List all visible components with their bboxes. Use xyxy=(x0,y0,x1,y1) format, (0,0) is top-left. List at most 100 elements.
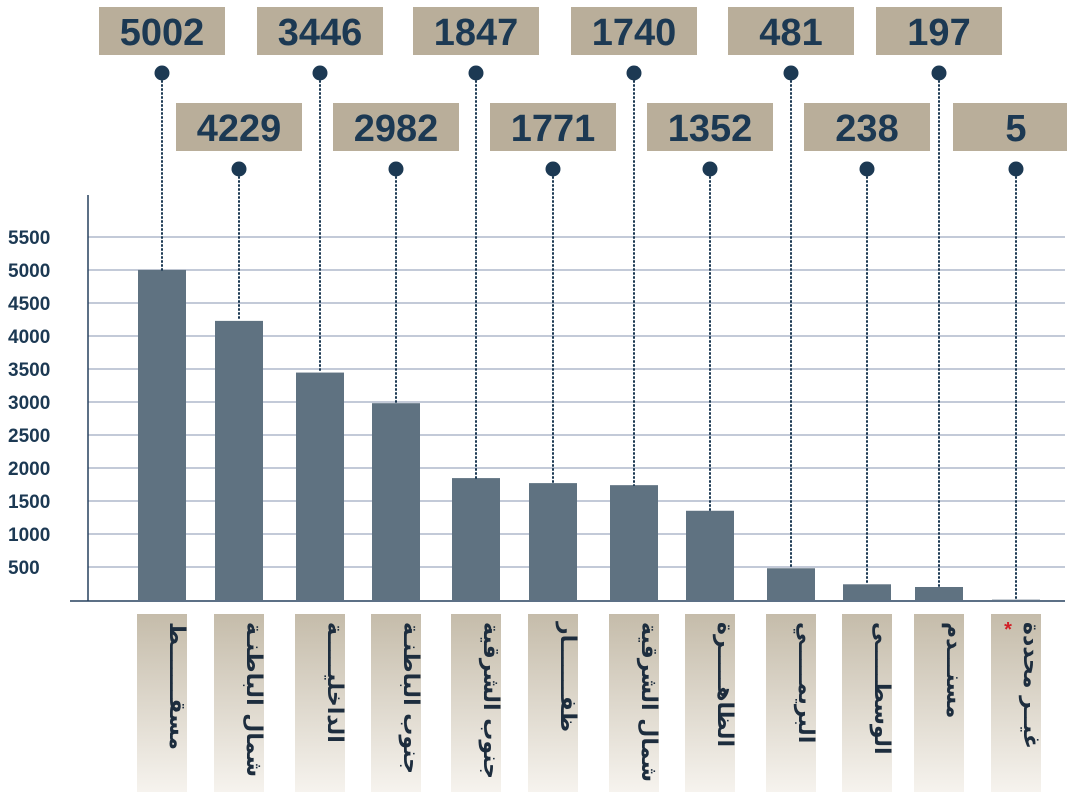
y-tick-label: 2500 xyxy=(8,426,50,447)
value-label-bg xyxy=(490,103,616,151)
y-tick-label: 5000 xyxy=(8,261,50,282)
value-label-bg xyxy=(571,7,697,55)
leader-dot xyxy=(931,65,947,81)
value-label-bg xyxy=(176,103,302,151)
leader-dot xyxy=(154,65,170,81)
value-label-box: 1352 xyxy=(647,103,773,151)
value-label-bg xyxy=(413,7,539,55)
category-label: شمال الباطنـة xyxy=(241,622,266,777)
value-label-bg xyxy=(647,103,773,151)
leader-dot xyxy=(1008,161,1024,177)
category-label: الداخليـــــة xyxy=(322,622,347,743)
value-label-box: 1740 xyxy=(571,7,697,55)
value-label-box: 5002 xyxy=(99,7,225,55)
bar xyxy=(372,403,420,600)
value-label-bg xyxy=(728,7,854,55)
bar xyxy=(767,568,815,600)
footnote-marker: * xyxy=(1004,619,1012,641)
value-label-bg xyxy=(876,7,1002,55)
y-tick-label: 4500 xyxy=(8,294,50,315)
y-tick-label: 1000 xyxy=(8,525,50,546)
value-label: 197 xyxy=(907,12,970,54)
category-panel xyxy=(371,614,421,792)
category-panel xyxy=(295,614,345,792)
category-label: ظفـــــــار xyxy=(555,621,580,732)
value-labels: 5002 4229 3446 2982 1847 1771 1740 1352 481 238 19… xyxy=(99,7,1067,151)
category-panel xyxy=(214,614,264,792)
value-label-box: 5 xyxy=(953,103,1067,151)
value-label: 4229 xyxy=(197,108,282,150)
y-tick-label: 5500 xyxy=(8,228,50,249)
y-tick-label: 500 xyxy=(8,558,40,579)
leader-dot xyxy=(626,65,642,81)
y-tick-label: 3000 xyxy=(8,393,50,414)
category-labels: مسقـــــــط شمال الباطنـة الداخليـــــة جنو… xyxy=(137,614,1043,792)
category-label: جنوب الشرقية xyxy=(478,622,503,779)
value-label-box: 3446 xyxy=(257,7,383,55)
leader-dot xyxy=(312,65,328,81)
bar xyxy=(915,586,963,600)
category-panel xyxy=(451,614,501,792)
bar xyxy=(529,483,577,600)
category-label: البريمـــــي xyxy=(793,622,818,743)
y-tick-label: 4000 xyxy=(8,327,50,348)
bar xyxy=(686,510,734,600)
axes xyxy=(70,195,1065,602)
category-panel xyxy=(991,614,1041,792)
value-label-bg xyxy=(953,103,1067,151)
value-label: 238 xyxy=(835,108,898,150)
value-label-box: 197 xyxy=(876,7,1002,55)
category-label: جنوب الباطنـة xyxy=(398,622,423,774)
value-label-bg xyxy=(99,7,225,55)
bar xyxy=(296,372,344,600)
bar xyxy=(215,320,263,600)
category-label: مسقـــــــط xyxy=(164,622,189,750)
value-label: 1740 xyxy=(592,12,677,54)
value-label-box: 481 xyxy=(728,7,854,55)
value-label-bg xyxy=(257,7,383,55)
y-tick-label: 1500 xyxy=(8,492,50,513)
category-panel xyxy=(528,614,578,792)
value-label-bg xyxy=(333,103,459,151)
category-panel xyxy=(766,614,816,792)
y-tick-label: 3500 xyxy=(8,360,50,381)
category-panel xyxy=(137,614,187,792)
category-label: شمال الشرقية xyxy=(636,622,661,782)
value-label-box: 1771 xyxy=(490,103,616,151)
bar xyxy=(138,269,186,600)
category-label: غيــر محددة xyxy=(1018,622,1043,749)
value-label: 1771 xyxy=(511,108,596,150)
bar xyxy=(843,584,891,600)
category-panel xyxy=(842,614,892,792)
category-label: الوسطـــــى xyxy=(869,622,894,755)
leader-dot xyxy=(468,65,484,81)
value-label: 5 xyxy=(1005,108,1026,150)
value-label-box: 238 xyxy=(804,103,930,151)
bar xyxy=(610,485,658,600)
leader-dot xyxy=(702,161,718,177)
value-label-box: 2982 xyxy=(333,103,459,151)
y-tick-label: 2000 xyxy=(8,459,50,480)
category-panel xyxy=(914,614,964,792)
leader-dot xyxy=(388,161,404,177)
leader-dot xyxy=(231,161,247,177)
value-label: 1847 xyxy=(434,12,519,54)
value-label: 1352 xyxy=(668,108,753,150)
category-panel xyxy=(609,614,659,792)
value-label: 5002 xyxy=(120,12,205,54)
leader-dot xyxy=(859,161,875,177)
value-label-bg xyxy=(804,103,930,151)
category-label: مسنـــدم xyxy=(941,622,966,718)
bars xyxy=(138,269,1040,600)
value-label-box: 1847 xyxy=(413,7,539,55)
value-label: 3446 xyxy=(278,12,363,54)
y-tick-labels: 500 1000 1500 2000 2500 3000 3500 4000 4500 5000 5… xyxy=(8,228,50,579)
value-label: 481 xyxy=(759,12,822,54)
category-label: الظاهـــــرة xyxy=(712,622,737,747)
category-panel xyxy=(685,614,735,792)
leader-dot xyxy=(545,161,561,177)
value-label-box: 4229 xyxy=(176,103,302,151)
leader-dot xyxy=(783,65,799,81)
bar xyxy=(452,478,500,600)
